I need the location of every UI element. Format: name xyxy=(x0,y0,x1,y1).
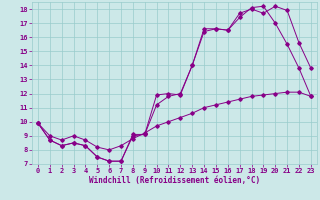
X-axis label: Windchill (Refroidissement éolien,°C): Windchill (Refroidissement éolien,°C) xyxy=(89,176,260,185)
